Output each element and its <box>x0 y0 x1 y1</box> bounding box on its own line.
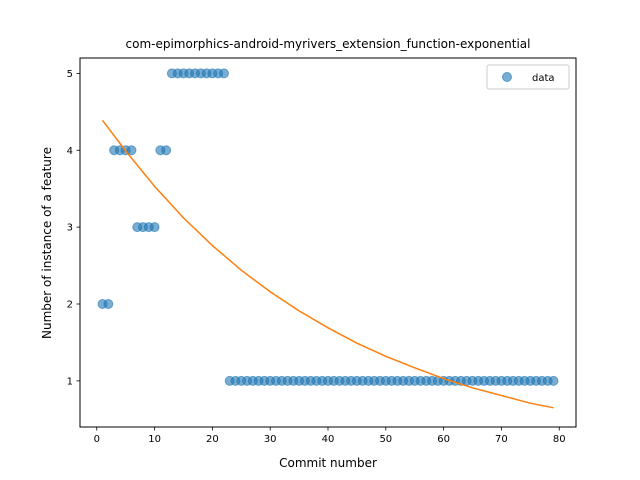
exponential-fit-line <box>101 119 554 409</box>
plot-frame <box>79 57 577 428</box>
y-tick-label: 2 <box>67 300 73 311</box>
x-tick-label: 60 <box>437 434 450 445</box>
x-tick-label: 20 <box>206 434 219 445</box>
x-tick-label: 70 <box>495 434 508 445</box>
data-point <box>103 299 114 309</box>
data-point <box>218 68 229 79</box>
y-axis: 1 2 3 4 5 <box>67 69 80 387</box>
data-point <box>548 375 559 386</box>
legend: data <box>486 64 570 90</box>
y-tick-label: 5 <box>67 69 73 80</box>
x-tick-label: 0 <box>94 434 100 445</box>
data-point <box>149 222 160 233</box>
x-tick-label: 50 <box>379 434 392 445</box>
legend-marker-data <box>502 72 512 82</box>
x-axis-label: Commit number <box>279 456 377 470</box>
y-tick-label: 3 <box>67 223 73 234</box>
y-tick-label: 4 <box>67 146 73 157</box>
data-point <box>161 145 172 156</box>
x-tick-label: 30 <box>264 434 277 445</box>
y-axis-label: Number of instance of a feature <box>40 147 54 339</box>
x-tick-label: 10 <box>148 434 161 445</box>
legend-box <box>486 64 570 90</box>
chart-title: com-epimorphics-android-myrivers_extensi… <box>126 37 531 51</box>
data-point <box>126 145 137 156</box>
legend-label-data: data <box>532 73 555 84</box>
x-axis: 0 10 20 30 40 50 60 70 80 <box>94 427 566 445</box>
x-tick-label: 80 <box>553 434 566 445</box>
plot-area <box>97 68 559 409</box>
y-tick-label: 1 <box>67 376 73 387</box>
x-tick-label: 40 <box>322 434 335 445</box>
